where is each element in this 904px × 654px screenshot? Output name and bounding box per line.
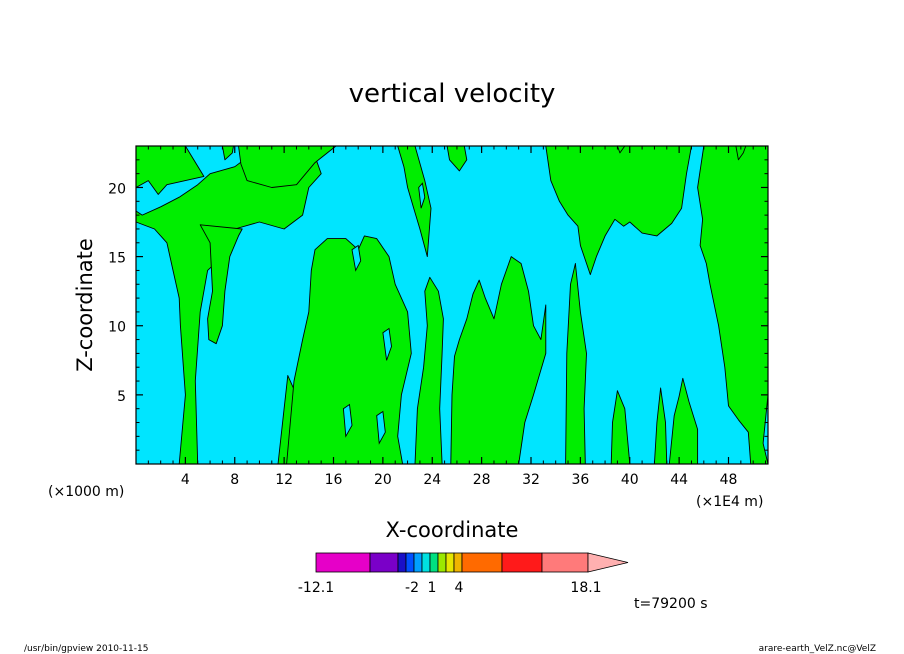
x-tick-label: 28 <box>473 472 491 488</box>
x-tick-label: 48 <box>720 472 738 488</box>
colorbar-arrow <box>587 552 629 573</box>
positive-velocity-regions <box>135 145 769 465</box>
x-axis-ticks: 4 8 12 16 20 24 28 32 36 40 44 48 <box>147 146 767 488</box>
colorbar-label: 18.1 <box>570 580 601 596</box>
x-tick-label: 40 <box>621 472 639 488</box>
positive-velocity-region <box>697 145 769 465</box>
colorbar-label: 4 <box>455 580 464 596</box>
colorbar-segment <box>397 552 407 573</box>
x-axis-label: X-coordinate <box>386 518 519 542</box>
colorbar-segment <box>421 552 431 573</box>
negative-velocity-pocket <box>418 182 426 209</box>
colorbar-segment <box>437 552 447 573</box>
x-tick-label: 8 <box>230 472 239 488</box>
colorbar-label: -12.1 <box>298 580 334 596</box>
negative-velocity-pocket <box>351 244 362 272</box>
positive-velocity-region <box>668 377 699 465</box>
colorbar-label: -2 <box>405 580 419 596</box>
time-label: t=79200 s <box>634 596 708 612</box>
y-axis-ticks: 5 10 15 20 <box>108 159 768 451</box>
y-tick-label: 5 <box>117 389 126 405</box>
colorbar-segment <box>429 552 439 573</box>
positive-velocity-region <box>286 235 412 465</box>
y-tick-label: 20 <box>108 181 126 197</box>
x-tick-label: 20 <box>374 472 392 488</box>
x-tick-label: 36 <box>571 472 589 488</box>
x-tick-label: 12 <box>275 472 293 488</box>
colorbar-segment <box>369 552 399 573</box>
positive-velocity-region <box>135 145 322 465</box>
positive-velocity-region <box>450 256 547 465</box>
positive-velocity-region <box>135 145 205 195</box>
x-unit-label-left: (×1000 m) <box>48 484 124 500</box>
negative-velocity-pocket <box>342 403 353 438</box>
positive-velocity-region <box>414 276 444 465</box>
x-tick-label: 16 <box>325 472 343 488</box>
x-tick-label: 24 <box>423 472 441 488</box>
y-tick-label: 15 <box>108 251 126 267</box>
positive-velocity-region <box>565 263 587 465</box>
footer-left-text: /usr/bin/gpview 2010-11-15 <box>24 644 148 654</box>
x-tick-label: 44 <box>670 472 688 488</box>
positive-velocity-region <box>397 145 432 258</box>
negative-velocity-pocket <box>376 410 386 445</box>
chart-title: vertical velocity <box>349 79 556 109</box>
negative-velocity-pocket <box>382 327 392 361</box>
x-unit-label-right: (×1E4 m) <box>696 494 763 510</box>
colorbar-segment <box>413 552 423 573</box>
colorbar: -12.1 -2 1 4 18.1 <box>298 552 629 596</box>
colorbar-segment <box>453 552 463 573</box>
plot-frame <box>135 145 769 465</box>
colorbar-segment <box>541 552 589 573</box>
colorbar-segment <box>405 552 415 573</box>
colorbar-segment <box>315 552 371 573</box>
colorbar-label: 1 <box>428 580 437 596</box>
y-axis-label: Z-coordinate <box>73 238 97 372</box>
colorbar-segment <box>445 552 455 573</box>
y-tick-label: 10 <box>108 320 126 336</box>
colorbar-segment <box>501 552 543 573</box>
positive-velocity-region <box>199 224 243 345</box>
positive-velocity-region <box>545 145 692 276</box>
x-tick-label: 4 <box>181 472 190 488</box>
colorbar-segment <box>461 552 503 573</box>
footer-right-text: arare-earth_VelZ.nc@VelZ <box>759 644 876 654</box>
x-tick-label: 32 <box>522 472 540 488</box>
